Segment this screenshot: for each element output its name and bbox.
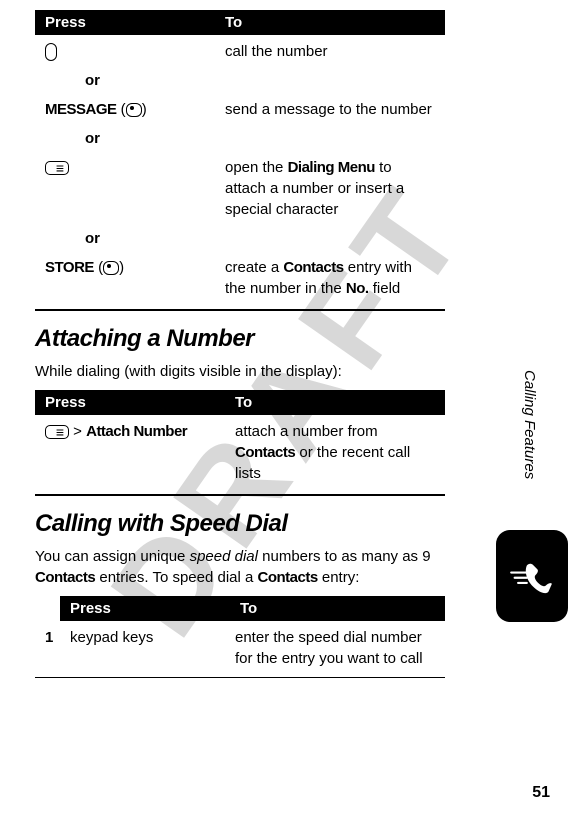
attach-intro: While dialing (with digits visible in th… [35,361,445,382]
attach-number-label: Attach Number [86,423,187,440]
speed-intro: You can assign unique speed dial numbers… [35,546,445,588]
table1-row4-to: create a Contacts entry with the number … [225,257,435,299]
table3-row1-press: keypad keys [70,627,235,669]
table1-or3: or [35,226,445,251]
table1-row2-press: MESSAGE () [45,99,225,120]
t2-pre: attach a number from [235,423,378,440]
menu-key-icon [45,161,69,175]
contacts-label-2: Contacts [235,444,295,461]
divider-1 [35,309,445,311]
no-field-label: No. [346,280,369,297]
divider-3 [35,677,445,678]
table1-or2: or [35,126,445,151]
store-label: STORE [45,259,94,276]
call-key-icon [45,43,57,61]
table3-header-press: Press [70,600,240,617]
speed-dial-italic: speed dial [190,548,258,565]
table1-row2: MESSAGE () send a message to the number [35,93,445,126]
row4-pre: create a [225,259,283,276]
softkey-icon [126,103,142,117]
sp-pre: You can assign unique [35,548,190,565]
table3-header: Press To [60,596,445,621]
table2-row1-press: > Attach Number [45,421,235,484]
table1-or1: or [35,68,445,93]
table3-row1-to: enter the speed dial number for the entr… [235,627,435,669]
phone-icon [506,550,558,602]
table1-row3: open the Dialing Menu to attach a number… [35,151,445,226]
dialing-menu-label: Dialing Menu [288,159,375,176]
table1-row1: call the number [35,35,445,68]
table2-header: Press To [35,390,445,415]
contacts-label-3: Contacts [35,569,95,586]
handset-shape [526,564,552,593]
table1-header-press: Press [45,14,225,31]
table1-row4-press: STORE () [45,257,225,299]
table1-row4: STORE () create a Contacts entry with th… [35,251,445,305]
table1-header-to: To [225,14,435,31]
sp-post: entry: [318,569,360,586]
table3-header-to: To [240,600,435,617]
sp-mid2: entries. To speed dial a [95,569,257,586]
table1-row1-to: call the number [225,41,435,62]
row4-post: field [369,280,401,297]
attach-heading: Attaching a Number [35,325,445,353]
speed-heading: Calling with Speed Dial [35,510,445,538]
table2-header-to: To [235,394,435,411]
table1-row3-to: open the Dialing Menu to attach a number… [225,157,435,220]
menu-key-icon-2 [45,425,69,439]
phone-badge [496,530,568,622]
table1-row1-press [45,41,225,62]
contacts-label-4: Contacts [258,569,318,586]
side-section-label: Calling Features [521,370,538,479]
table2-row1: > Attach Number attach a number from Con… [35,415,445,490]
step-number-1: 1 [45,627,65,648]
table3-row1: 1 keypad keys enter the speed dial numbe… [35,621,445,675]
page-number: 51 [532,784,550,802]
divider-2 [35,494,445,496]
step-number-cell: 1 [45,627,70,669]
table1-row2-to: send a message to the number [225,99,435,120]
gt-sep: > [69,423,86,440]
table1-row3-press [45,157,225,220]
message-label: MESSAGE [45,101,117,118]
table2-header-press: Press [45,394,235,411]
contacts-label-1: Contacts [283,259,343,276]
page-content: Press To call the number or MESSAGE () s… [0,0,480,690]
sp-mid: numbers to as many as 9 [258,548,431,565]
row3-pre: open the [225,159,288,176]
softkey-icon-2 [103,261,119,275]
table1-header: Press To [35,10,445,35]
table2-row1-to: attach a number from Contacts or the rec… [235,421,435,484]
